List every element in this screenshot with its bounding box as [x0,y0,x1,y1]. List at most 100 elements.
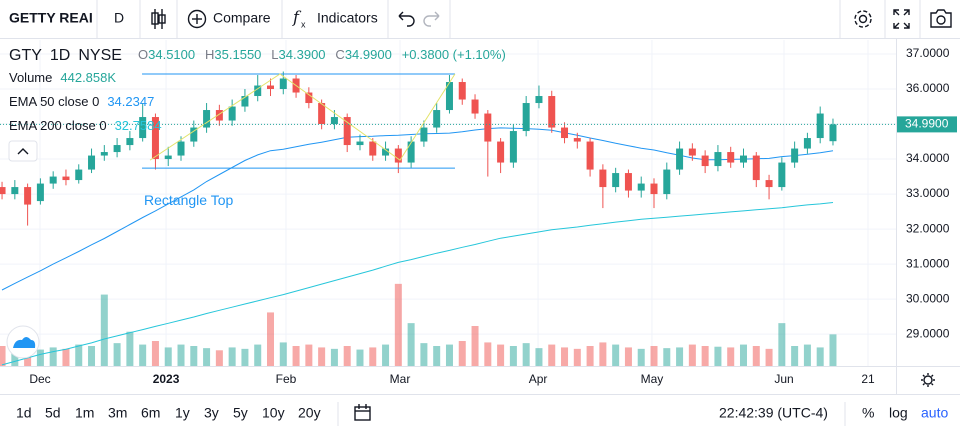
range-button[interactable]: 3y [204,405,219,421]
auto-toggle[interactable]: auto [921,405,948,421]
volume-bar [241,348,249,366]
interval[interactable]: D [114,10,124,26]
redo-button[interactable] [423,11,440,27]
candle-body [75,169,83,181]
l-value: 34.3900 [279,47,326,62]
c-label: C [335,47,344,62]
time-axis-settings[interactable] [921,373,935,387]
range-button[interactable]: 10y [262,405,285,421]
volume-bar [791,346,799,366]
volume-value: 442.858K [60,70,116,85]
volume-bar [164,347,172,366]
candle-body [458,82,466,100]
candle-body [407,141,415,163]
legend-title: GTY 1D NYSE O34.5100 H35.1550 L34.3900 C34… [9,47,506,65]
price-tick-label: 29.0000 [906,326,950,340]
candle-body [126,138,134,146]
volume-bar [573,348,581,366]
candle-body [100,152,108,156]
candle-body [599,169,607,188]
volume-bar [75,344,83,366]
candle-body [803,138,811,149]
time-tick-label: Apr [529,372,548,386]
candle-body [24,187,32,205]
percent-toggle[interactable]: % [862,405,874,421]
range-button[interactable]: 5d [45,405,61,421]
volume-pane [0,283,837,366]
ema-line [1,127,834,291]
candle-body [382,148,390,156]
candles [0,71,837,226]
clock: 22:42:39 (UTC-4) [719,405,828,421]
candle-body [445,82,453,111]
candle-body [215,110,223,121]
price-tick-label: 32.0000 [906,221,950,235]
candle-body [829,124,837,142]
candle-body [11,187,19,195]
candle-body [765,180,773,188]
candle-body [228,106,236,121]
candle-body [203,110,211,128]
candle-body [791,148,799,163]
volume-bar [228,347,236,366]
l-label: L [271,47,278,62]
candle-body [305,92,313,104]
volume-bar [88,346,96,366]
candle-body [701,155,709,167]
candle-body [356,141,364,146]
candle-body [663,169,671,195]
candle-body [509,131,517,163]
ema200-value: 32.7584 [115,118,162,133]
price-tick-label: 37.0000 [906,46,950,60]
volume-bar [548,344,556,366]
volume-bar [778,323,786,366]
candle-body [624,173,632,191]
compare-button[interactable]: Compare [187,10,271,29]
volume-bar [829,334,837,366]
range-button[interactable]: 3m [108,405,127,421]
h-value: 35.1550 [214,47,261,62]
price-tick-label: 31.0000 [906,256,950,270]
range-button[interactable]: 6m [141,405,160,421]
candle-body [573,138,581,142]
symbol-search[interactable]: GETTY REAI [9,10,93,26]
logo-button[interactable] [6,325,40,359]
range-button[interactable]: 20y [298,405,321,421]
indicators-label: Indicators [317,10,378,26]
price-tick-label: 30.0000 [906,291,950,305]
volume-bar [279,342,287,366]
last-price-label: 34.9900 [905,117,949,131]
chart-style-button[interactable] [151,9,166,29]
pattern-label: Rectangle Top [144,192,233,208]
volume-bar [190,346,198,366]
date-range-button[interactable] [354,404,371,421]
volume-bar [816,347,824,366]
candle-body [254,85,262,97]
volume-bar [356,349,364,366]
range-button[interactable]: 1y [175,405,190,421]
range-button[interactable]: 1d [16,405,32,421]
volume-bar [612,344,620,366]
volume-bar [445,344,453,366]
svg-text:EMA 50 close 034.2347: EMA 50 close 0 34.2347 [9,94,154,109]
fullscreen-button[interactable] [893,9,910,29]
volume-bar [36,349,44,366]
settings-button[interactable] [854,10,872,28]
candle-body [394,148,402,163]
bottom-bar: 22:42:39 (UTC-4) % log auto 1d 5d 1m 3m 6m 1y… [16,402,948,426]
range-button[interactable]: 5y [233,405,248,421]
undo-button[interactable] [398,11,415,27]
range-button[interactable]: 1m [75,405,94,421]
candle-body [0,187,6,195]
time-tick-label: May [641,372,664,386]
collapse-legend-button[interactable] [8,140,38,162]
log-toggle[interactable]: log [889,405,908,421]
legend: GTY 1D NYSE O34.5100 H35.1550 L34.3900 C34… [8,47,506,162]
volume-bar [267,312,275,366]
snapshot-button[interactable] [930,9,952,28]
indicators-button[interactable]: f x Indicators [292,8,378,30]
c-value: 34.9900 [345,47,392,62]
candle-body [778,162,786,188]
